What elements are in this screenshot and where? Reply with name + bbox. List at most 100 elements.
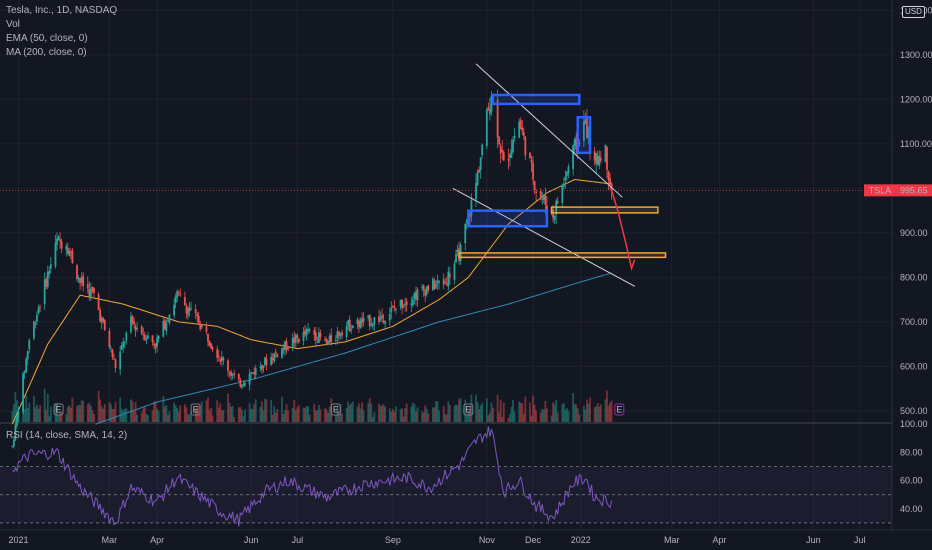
candle-body[interactable]: [384, 321, 387, 325]
candlestick-series[interactable]: [11, 89, 613, 449]
candle-body[interactable]: [305, 329, 308, 336]
candle-body[interactable]: [308, 329, 311, 331]
candle-body[interactable]: [125, 332, 128, 341]
candle-body[interactable]: [185, 306, 188, 314]
candle-body[interactable]: [216, 349, 219, 358]
candle-body[interactable]: [478, 169, 481, 173]
candle-body[interactable]: [438, 281, 440, 283]
candle-body[interactable]: [228, 372, 231, 374]
candle-body[interactable]: [456, 249, 459, 253]
candle-body[interactable]: [330, 334, 333, 343]
legend-ma200[interactable]: MA (200, close, 0): [6, 47, 87, 58]
candle-body[interactable]: [142, 334, 145, 336]
candle-body[interactable]: [71, 250, 74, 264]
candle-body[interactable]: [524, 136, 527, 156]
candle-body[interactable]: [179, 293, 182, 296]
candle-body[interactable]: [259, 366, 262, 368]
candle-body[interactable]: [43, 279, 46, 305]
candle-body[interactable]: [378, 316, 380, 323]
candle-body[interactable]: [533, 181, 536, 191]
candle-body[interactable]: [561, 184, 564, 203]
candle-body[interactable]: [208, 340, 211, 346]
candle-body[interactable]: [99, 310, 102, 322]
earnings-marker[interactable]: E: [616, 405, 622, 415]
candle-body[interactable]: [237, 373, 240, 380]
candle-body[interactable]: [447, 271, 450, 287]
candle-body[interactable]: [416, 289, 419, 301]
candle-body[interactable]: [347, 320, 350, 326]
candle-body[interactable]: [196, 313, 199, 317]
earnings-marker[interactable]: E: [56, 405, 62, 415]
candle-body[interactable]: [294, 334, 297, 343]
candle-body[interactable]: [586, 117, 588, 139]
candle-body[interactable]: [230, 371, 232, 377]
candle-body[interactable]: [168, 314, 171, 324]
trendline[interactable]: [452, 187, 635, 287]
candle-body[interactable]: [34, 323, 37, 325]
candle-body[interactable]: [12, 440, 15, 446]
candle-body[interactable]: [371, 323, 374, 327]
candle-body[interactable]: [532, 162, 534, 180]
candle-body[interactable]: [273, 353, 276, 362]
candle-body[interactable]: [501, 149, 504, 153]
candle-body[interactable]: [425, 286, 428, 295]
candle-body[interactable]: [325, 338, 328, 344]
trendline[interactable]: [475, 63, 623, 198]
candle-body[interactable]: [276, 353, 279, 357]
candle-body[interactable]: [481, 144, 484, 156]
candle-body[interactable]: [448, 273, 451, 278]
candle-body[interactable]: [163, 320, 166, 330]
candle-body[interactable]: [348, 319, 351, 332]
candle-body[interactable]: [177, 291, 180, 293]
candle-body[interactable]: [390, 307, 393, 313]
last-price-badge[interactable]: 995.65: [900, 185, 928, 195]
candle-body[interactable]: [304, 330, 306, 335]
candle-body[interactable]: [270, 356, 273, 366]
candle-body[interactable]: [510, 149, 513, 158]
candle-body[interactable]: [479, 157, 482, 170]
rsi-legend[interactable]: RSI (14, close, SMA, 14, 2): [6, 430, 128, 441]
candle-body[interactable]: [595, 153, 598, 165]
candle-body[interactable]: [36, 314, 38, 322]
candle-body[interactable]: [153, 343, 155, 346]
candle-body[interactable]: [598, 156, 601, 166]
candle-body[interactable]: [26, 351, 29, 360]
support-zone[interactable]: [458, 252, 667, 259]
candle-body[interactable]: [210, 343, 212, 348]
candle-body[interactable]: [188, 307, 191, 312]
candle-body[interactable]: [509, 154, 511, 158]
candle-body[interactable]: [358, 321, 360, 327]
candle-body[interactable]: [134, 326, 137, 331]
candle-body[interactable]: [542, 195, 545, 200]
candle-body[interactable]: [68, 251, 71, 257]
candle-body[interactable]: [16, 415, 18, 426]
candle-body[interactable]: [379, 317, 382, 321]
candle-body[interactable]: [86, 283, 89, 289]
candle-body[interactable]: [599, 157, 602, 161]
candle-body[interactable]: [367, 315, 370, 318]
candle-body[interactable]: [281, 347, 283, 358]
candle-body[interactable]: [572, 145, 574, 170]
candle-body[interactable]: [350, 329, 353, 331]
candle-body[interactable]: [254, 368, 257, 375]
candle-body[interactable]: [593, 151, 596, 161]
candle-body[interactable]: [604, 145, 607, 162]
candle-body[interactable]: [564, 176, 567, 181]
drawings-layer[interactable]: [0, 63, 892, 287]
candle-body[interactable]: [395, 308, 397, 310]
candle-body[interactable]: [133, 321, 135, 325]
candle-body[interactable]: [368, 314, 371, 327]
candle-body[interactable]: [108, 331, 111, 348]
candle-body[interactable]: [123, 341, 126, 343]
candle-body[interactable]: [606, 146, 608, 171]
candle-body[interactable]: [436, 280, 439, 284]
candle-body[interactable]: [435, 284, 437, 288]
candle-body[interactable]: [393, 306, 396, 308]
candle-body[interactable]: [282, 348, 285, 350]
candle-body[interactable]: [361, 318, 363, 324]
candle-body[interactable]: [156, 337, 159, 347]
candle-body[interactable]: [197, 315, 200, 324]
candle-body[interactable]: [143, 334, 146, 340]
candle-body[interactable]: [60, 241, 63, 249]
